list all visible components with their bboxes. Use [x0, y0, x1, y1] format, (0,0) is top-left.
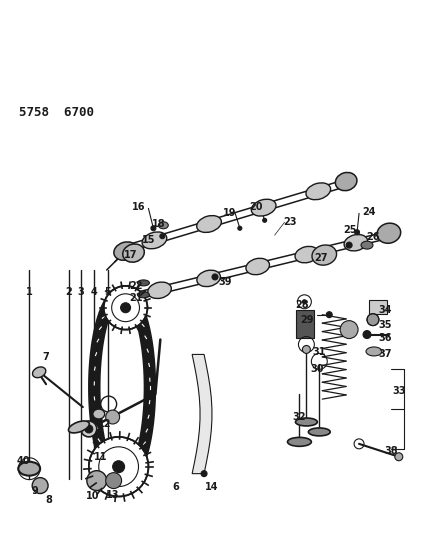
Ellipse shape	[251, 199, 276, 216]
Circle shape	[85, 425, 93, 433]
Bar	[369, 300, 387, 314]
Ellipse shape	[114, 242, 137, 260]
Ellipse shape	[295, 246, 318, 263]
Ellipse shape	[93, 409, 105, 419]
Ellipse shape	[68, 421, 89, 433]
Ellipse shape	[33, 367, 46, 378]
Text: 17: 17	[124, 250, 137, 260]
Text: 14: 14	[205, 481, 219, 491]
Ellipse shape	[137, 292, 149, 298]
Text: 5758  6700: 5758 6700	[19, 106, 94, 119]
Circle shape	[106, 410, 119, 424]
Text: 13: 13	[106, 489, 119, 499]
Circle shape	[121, 303, 131, 313]
Text: 21: 21	[129, 293, 142, 303]
Polygon shape	[192, 354, 212, 474]
Text: 27: 27	[315, 253, 328, 263]
Text: 20: 20	[249, 203, 262, 212]
Circle shape	[201, 471, 207, 477]
Ellipse shape	[158, 222, 168, 229]
Circle shape	[81, 421, 97, 437]
Ellipse shape	[142, 232, 167, 249]
Text: 6: 6	[172, 481, 178, 491]
Text: 34: 34	[378, 305, 392, 314]
Text: 37: 37	[378, 350, 392, 359]
Ellipse shape	[123, 244, 144, 262]
Text: 23: 23	[283, 217, 296, 227]
Circle shape	[212, 274, 218, 280]
Ellipse shape	[336, 173, 357, 191]
Circle shape	[303, 345, 310, 353]
Circle shape	[303, 300, 306, 304]
Text: 19: 19	[223, 208, 237, 219]
Text: 22: 22	[129, 281, 142, 291]
Ellipse shape	[366, 347, 382, 356]
Text: 10: 10	[86, 491, 100, 502]
Circle shape	[238, 227, 242, 230]
Ellipse shape	[18, 462, 40, 475]
Circle shape	[32, 478, 48, 494]
Text: 24: 24	[362, 207, 376, 217]
Text: 39: 39	[218, 277, 232, 287]
Ellipse shape	[309, 428, 330, 436]
Circle shape	[113, 461, 125, 473]
Bar	[99, 439, 121, 459]
Circle shape	[89, 437, 149, 497]
Ellipse shape	[344, 235, 368, 251]
Text: 8: 8	[46, 496, 53, 505]
Text: 31: 31	[312, 348, 326, 358]
Text: 40: 40	[17, 456, 30, 466]
Text: 30: 30	[311, 365, 324, 374]
Text: 38: 38	[384, 446, 398, 456]
FancyBboxPatch shape	[297, 310, 314, 337]
Text: 7: 7	[43, 352, 50, 362]
Circle shape	[160, 233, 165, 239]
Text: 2: 2	[65, 287, 72, 297]
Ellipse shape	[377, 223, 401, 243]
Text: 15: 15	[142, 235, 155, 245]
Text: 28: 28	[296, 300, 309, 310]
Ellipse shape	[148, 282, 171, 298]
Text: 18: 18	[152, 219, 165, 229]
Circle shape	[326, 312, 332, 318]
Text: 32: 32	[293, 412, 306, 422]
Text: 12: 12	[98, 419, 111, 429]
Ellipse shape	[295, 418, 317, 426]
Ellipse shape	[112, 292, 139, 312]
Circle shape	[263, 219, 267, 222]
Ellipse shape	[361, 241, 373, 249]
Circle shape	[367, 314, 379, 326]
Text: 11: 11	[94, 452, 107, 462]
Circle shape	[151, 226, 156, 231]
Circle shape	[87, 471, 107, 490]
Ellipse shape	[197, 215, 221, 232]
Text: 9: 9	[32, 486, 39, 496]
Text: 26: 26	[366, 232, 380, 242]
Circle shape	[346, 242, 352, 248]
Text: 5: 5	[104, 287, 111, 297]
Ellipse shape	[306, 183, 330, 200]
Text: 25: 25	[343, 225, 357, 235]
Ellipse shape	[197, 270, 220, 287]
Ellipse shape	[312, 245, 336, 265]
Text: 33: 33	[392, 386, 406, 396]
Text: 3: 3	[77, 287, 84, 297]
Text: 1: 1	[26, 287, 33, 297]
Circle shape	[340, 321, 358, 338]
Text: 16: 16	[132, 203, 145, 212]
Circle shape	[354, 230, 360, 235]
Text: 35: 35	[378, 320, 392, 329]
Text: 29: 29	[300, 314, 314, 325]
Circle shape	[363, 330, 371, 338]
Ellipse shape	[246, 259, 270, 274]
Text: 4: 4	[90, 287, 97, 297]
Ellipse shape	[288, 438, 311, 446]
Ellipse shape	[137, 280, 149, 286]
Text: 36: 36	[378, 333, 392, 343]
Circle shape	[106, 473, 122, 489]
Circle shape	[104, 286, 147, 329]
Circle shape	[395, 453, 403, 461]
